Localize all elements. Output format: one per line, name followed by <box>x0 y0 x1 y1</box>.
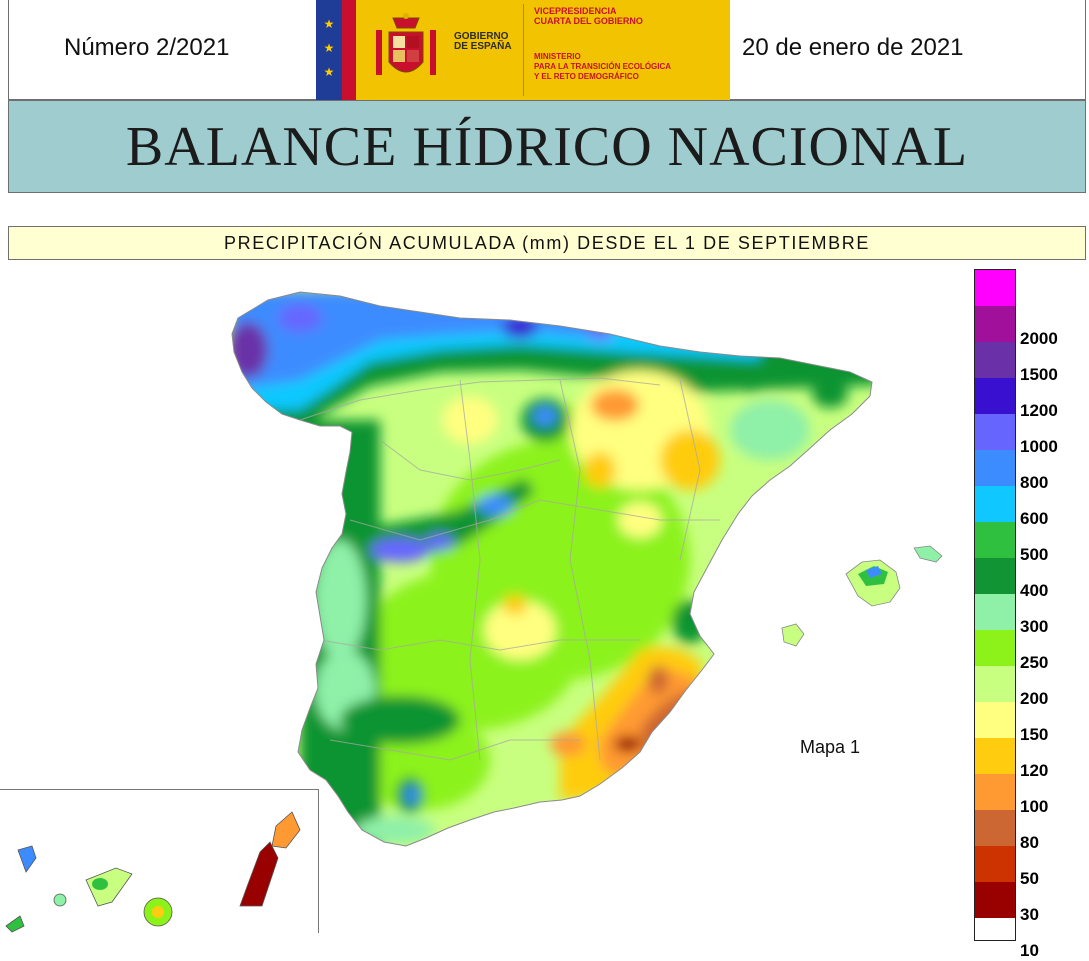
legend-swatch <box>975 810 1015 846</box>
iberian-peninsula <box>232 292 872 846</box>
peninsula-outline <box>231 291 873 847</box>
legend-label: 1500 <box>1020 365 1058 384</box>
vicepresidencia-text: VICEPRESIDENCIA CUARTA DEL GOBIERNO <box>534 6 643 26</box>
legend-label: 800 <box>1020 473 1049 492</box>
legend-swatch <box>975 522 1015 558</box>
canary-islands <box>5 811 301 933</box>
gobierno-text: GOBIERNO DE ESPAÑA <box>454 32 512 52</box>
precipitation-legend <box>974 269 1016 941</box>
legend-swatch <box>975 378 1015 414</box>
legend-label: 250 <box>1020 653 1049 672</box>
gobierno-line: GOBIERNO <box>454 31 509 42</box>
legend-label: 80 <box>1020 833 1039 852</box>
legend-label: 400 <box>1020 581 1049 600</box>
legend-swatch <box>975 630 1015 666</box>
transicion-line: PARA LA TRANSICIÓN ECOLÓGICA <box>534 62 672 71</box>
bulletin-date: 20 de enero de 2021 <box>742 34 964 61</box>
cuarta-gobierno-line: CUARTA DEL GOBIERNO <box>534 16 643 26</box>
legend-swatch <box>975 450 1015 486</box>
legend-swatch <box>975 738 1015 774</box>
legend-swatch <box>975 846 1015 882</box>
legend-label: 50 <box>1020 869 1039 888</box>
map-label: Mapa 1 <box>800 737 861 757</box>
legend-swatch <box>975 774 1015 810</box>
ministerio-line: MINISTERIO <box>534 52 581 61</box>
legend-swatch <box>975 882 1015 918</box>
de-espana-line: DE ESPAÑA <box>454 41 512 52</box>
legend-swatch <box>975 414 1015 450</box>
legend-swatch <box>975 594 1015 630</box>
legend-label: 30 <box>1020 905 1039 924</box>
logo-divider <box>523 4 524 96</box>
legend-label: 150 <box>1020 725 1049 744</box>
legend-label: 1000 <box>1020 437 1058 456</box>
map-subtitle: PRECIPITACIÓN ACUMULADA (mm) DESDE EL 1 … <box>224 233 870 253</box>
legend-label: 2000 <box>1020 329 1058 348</box>
page-title: BALANCE HÍDRICO NACIONAL <box>125 116 969 178</box>
balearic-islands <box>781 545 943 647</box>
legend-swatch <box>975 486 1015 522</box>
legend-swatch <box>975 702 1015 738</box>
legend-label: 300 <box>1020 617 1049 636</box>
svg-text:★: ★ <box>324 65 335 79</box>
legend-swatch <box>975 270 1015 306</box>
issue-number: Número 2/2021 <box>64 34 230 61</box>
canary-inset-frame <box>0 789 319 933</box>
reto-line: Y EL RETO DEMOGRÁFICO <box>534 72 639 81</box>
vicepresidencia-line: VICEPRESIDENCIA <box>534 6 617 16</box>
legend-label: 500 <box>1020 545 1049 564</box>
legend-label: 1200 <box>1020 401 1058 420</box>
subtitle-band: PRECIPITACIÓN ACUMULADA (mm) DESDE EL 1 … <box>8 226 1086 260</box>
legend-label: 120 <box>1020 761 1049 780</box>
bulletin-header: Número 2/2021 ★ ★ ★ GOBIERNO DE ESPAÑA V… <box>8 0 1086 100</box>
legend-swatch <box>975 306 1015 342</box>
legend-swatch <box>975 666 1015 702</box>
eu-spain-flag-icon: ★ ★ ★ <box>316 0 356 100</box>
government-logo: ★ ★ ★ GOBIERNO DE ESPAÑA VICEPRESIDENCIA… <box>316 0 730 100</box>
svg-text:★: ★ <box>324 17 335 31</box>
legend-label: 10 <box>1020 941 1039 960</box>
title-band: BALANCE HÍDRICO NACIONAL <box>8 100 1086 193</box>
legend-label: 600 <box>1020 509 1049 528</box>
legend-label: 200 <box>1020 689 1049 708</box>
legend-label: 100 <box>1020 797 1049 816</box>
precipitation-map <box>5 291 943 933</box>
ministerio-text: MINISTERIO PARA LA TRANSICIÓN ECOLÓGICA … <box>534 52 671 82</box>
coat-of-arms-icon <box>376 13 436 75</box>
legend-swatch <box>975 342 1015 378</box>
svg-text:★: ★ <box>324 41 335 55</box>
legend-swatch <box>975 558 1015 594</box>
